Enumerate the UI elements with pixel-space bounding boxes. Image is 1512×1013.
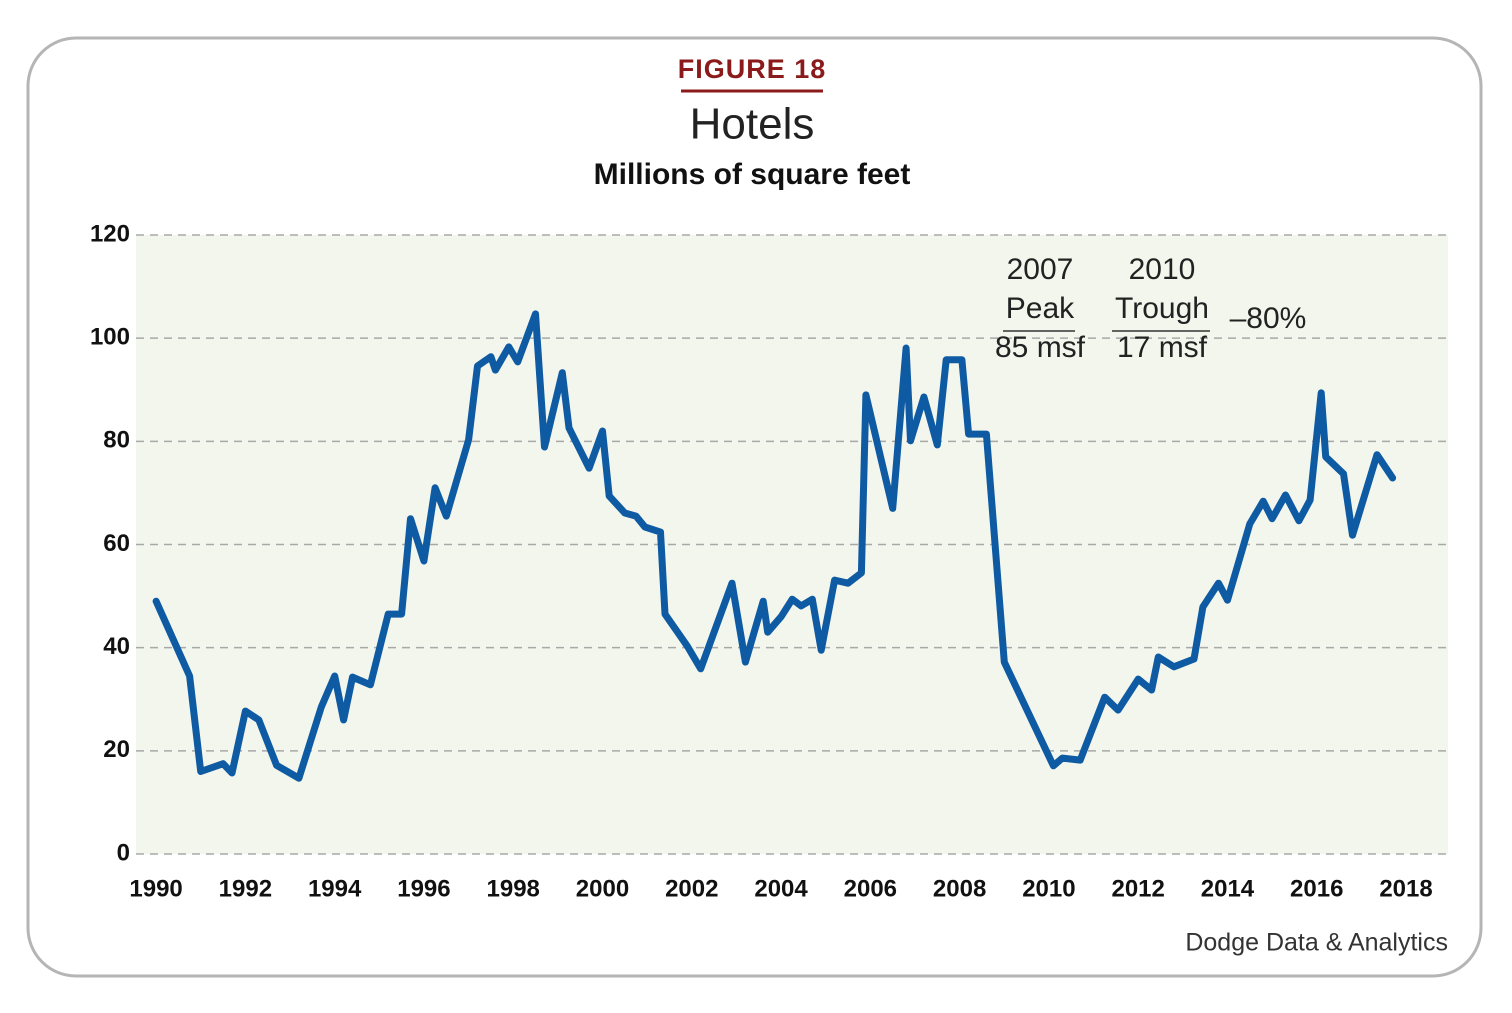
x-tick-label: 2000 xyxy=(576,875,629,902)
x-tick-label: 2006 xyxy=(844,875,897,902)
x-tick-label: 2012 xyxy=(1111,875,1164,902)
y-tick-label: 60 xyxy=(103,530,130,557)
annotation: 85 msf xyxy=(995,331,1086,364)
x-tick-label: 1992 xyxy=(219,875,272,902)
x-tick-label: 2010 xyxy=(1022,875,1075,902)
x-tick-label: 2014 xyxy=(1201,875,1255,902)
annotation: –80% xyxy=(1230,302,1307,335)
x-tick-label: 2018 xyxy=(1379,875,1432,902)
y-tick-label: 80 xyxy=(103,427,130,454)
annotation: Peak xyxy=(1006,292,1075,325)
y-tick-label: 100 xyxy=(90,324,130,351)
x-tick-label: 2016 xyxy=(1290,875,1343,902)
annotation: 2007 xyxy=(1007,253,1074,286)
x-tick-label: 2002 xyxy=(665,875,718,902)
x-tick-label: 1994 xyxy=(308,875,362,902)
x-tick-label: 1996 xyxy=(397,875,450,902)
source: Dodge Data & Analytics xyxy=(1185,929,1448,957)
annotation: 17 msf xyxy=(1117,331,1208,364)
x-tick-label: 2004 xyxy=(754,875,808,902)
x-tick-label: 2008 xyxy=(933,875,986,902)
x-tick-label: 1998 xyxy=(487,875,540,902)
x-tick-label: 1990 xyxy=(129,875,182,902)
annotation: 2010 xyxy=(1129,253,1196,286)
y-tick-label: 0 xyxy=(117,839,130,866)
chart-title: Hotels xyxy=(690,100,815,149)
line xyxy=(152,310,1397,782)
annotation: Trough xyxy=(1115,292,1209,325)
y-tick-label: 120 xyxy=(90,220,130,247)
chart-subtitle: Millions of square feet xyxy=(594,158,911,191)
y-tick-label: 40 xyxy=(103,633,130,660)
figure-label: FIGURE 18 xyxy=(678,54,827,84)
y-tick-label: 20 xyxy=(103,736,130,763)
